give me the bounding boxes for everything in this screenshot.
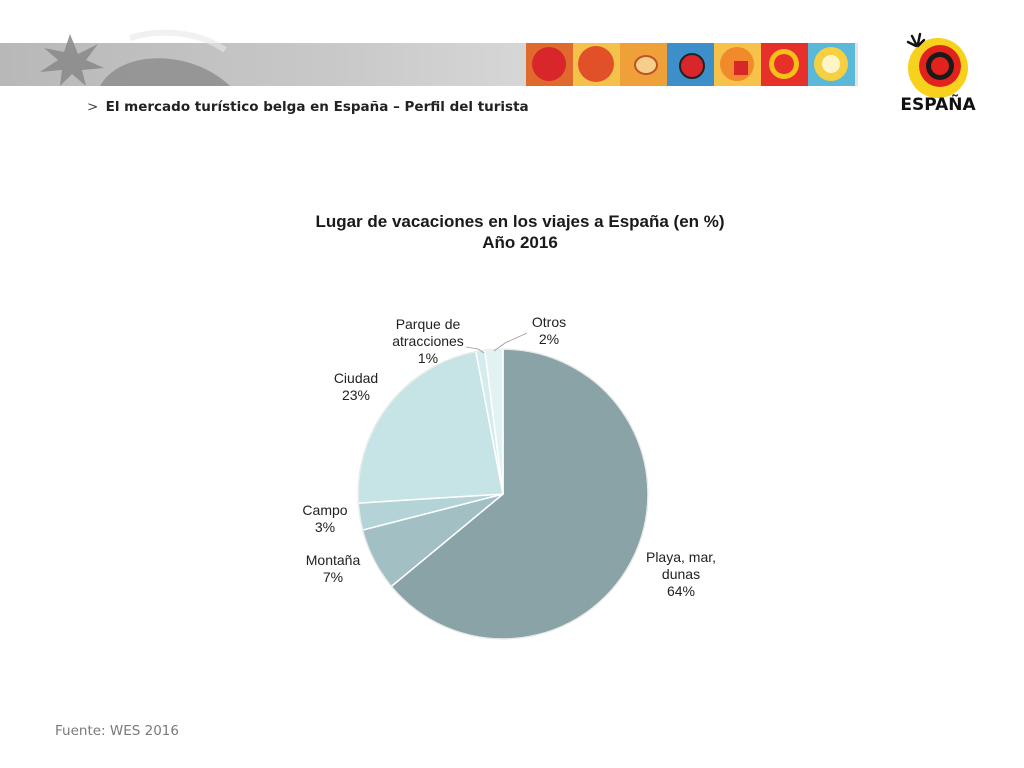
pie-label-campo: Campo 3% <box>302 502 347 536</box>
pie-label-name: Montaña <box>305 552 361 568</box>
espana-logo: ESPAÑA <box>900 32 976 115</box>
pie-label-value: 7% <box>322 569 344 585</box>
pie-label-montana: Montaña 7% <box>306 552 360 586</box>
pie-label-otros: Otros 2% <box>532 314 566 348</box>
pie-label-name: Campo <box>302 502 348 518</box>
pie-label-name: Otros <box>531 314 567 330</box>
art-tile-strip <box>526 43 855 86</box>
pie-label-value: 3% <box>314 519 336 535</box>
pie-label-value: 64% <box>666 583 696 599</box>
pie-label-value: 1% <box>417 350 439 366</box>
chart-title: Lugar de vacaciones en los viajes a Espa… <box>315 212 725 231</box>
art-tile <box>714 43 761 86</box>
breadcrumb-marker: > <box>87 99 99 115</box>
pie-label-name: dunas <box>661 566 701 582</box>
pie-label-ciudad: Ciudad 23% <box>334 370 378 404</box>
pie-label-name: atracciones <box>392 333 464 349</box>
logo-text: ESPAÑA <box>900 92 976 115</box>
art-tile <box>620 43 667 86</box>
pie-label-name: Playa, mar, <box>645 549 717 565</box>
leader-line-otros <box>493 332 528 352</box>
header-decoration <box>40 29 230 86</box>
source-note: Fuente: WES 2016 <box>55 723 179 739</box>
breadcrumb: > El mercado turístico belga en España –… <box>87 99 529 115</box>
pie-label-name: Ciudad <box>333 370 379 386</box>
art-tile <box>573 43 620 86</box>
pie-label-value: 2% <box>538 331 560 347</box>
pie-label-name: Parque de <box>395 316 461 332</box>
art-tile <box>667 43 714 86</box>
pie-label-value: 23% <box>341 387 371 403</box>
art-tile <box>761 43 808 86</box>
pie-label-parque: Parque de atracciones 1% <box>392 316 464 367</box>
chart-title-block: Lugar de vacaciones en los viajes a Espa… <box>260 211 780 253</box>
art-tile <box>526 43 573 86</box>
pie-rim <box>357 348 649 640</box>
pie-label-playa: Playa, mar, dunas 64% <box>646 549 716 600</box>
leader-line-parque <box>465 346 485 354</box>
chart-subtitle: Año 2016 <box>482 233 558 252</box>
page-title: El mercado turístico belga en España – P… <box>105 99 529 115</box>
art-tile <box>808 43 855 86</box>
